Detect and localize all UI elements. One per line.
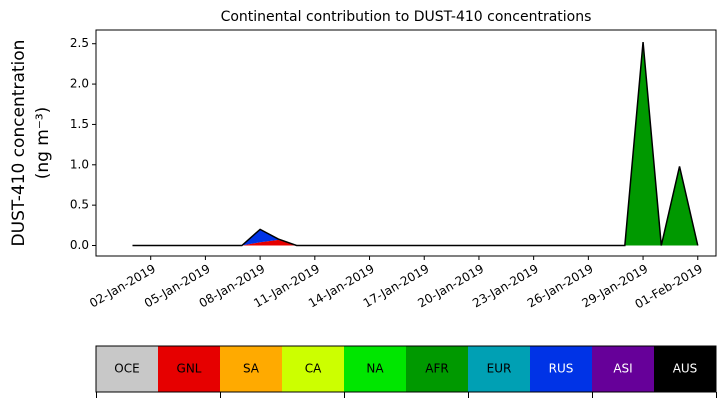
chart-title: Continental contribution to DUST-410 con…: [221, 9, 592, 25]
legend-label: ASI: [613, 362, 632, 376]
legend-label: CA: [305, 362, 322, 376]
legend-label: NA: [366, 362, 384, 376]
area: [132, 42, 698, 246]
area: [132, 42, 699, 247]
legend-label: GNL: [177, 362, 202, 376]
legend-frame: [95, 345, 717, 393]
legend-swatch: [406, 346, 468, 392]
legend-label: AUS: [673, 362, 698, 376]
y-tick-label: 2.5: [70, 36, 89, 50]
legend-swatch: [220, 346, 282, 392]
plot-frame: [95, 29, 717, 257]
legend: OCE GNL SA CA NA AFR EUR RUS ASI AUS: [95, 345, 717, 393]
y-tick-label: 1.0: [70, 157, 89, 171]
y-axis-label: (ng m⁻³): [33, 107, 53, 180]
legend-axis: [96, 392, 717, 398]
area: [132, 239, 698, 246]
legend-label: SA: [243, 362, 260, 376]
legend-label: RUS: [549, 362, 574, 376]
legend-swatch: [468, 346, 530, 392]
legend-label: EUR: [487, 362, 512, 376]
legend-swatch: [158, 346, 220, 392]
area: [132, 239, 698, 246]
y-axis-label: DUST-410 concentration: [9, 40, 29, 247]
legend-swatch: [344, 346, 406, 392]
legend-swatch: [530, 346, 592, 392]
area: [132, 239, 698, 246]
y-tick-label: 0.0: [70, 238, 89, 252]
y-tick-label: 0.5: [70, 198, 89, 212]
legend-swatch: [96, 346, 158, 392]
legend-swatch: [592, 346, 654, 392]
y-tick-label: 1.5: [70, 117, 89, 131]
legend-swatch: [282, 346, 344, 392]
plot-area: [132, 42, 699, 247]
y-tick-label: 2.0: [70, 77, 89, 91]
area: [132, 239, 698, 246]
legend-label: AFR: [425, 362, 448, 376]
legend-swatch: [654, 346, 716, 392]
area: [132, 42, 698, 246]
legend-label: OCE: [114, 362, 139, 376]
area: [132, 42, 698, 246]
area: [132, 42, 698, 246]
